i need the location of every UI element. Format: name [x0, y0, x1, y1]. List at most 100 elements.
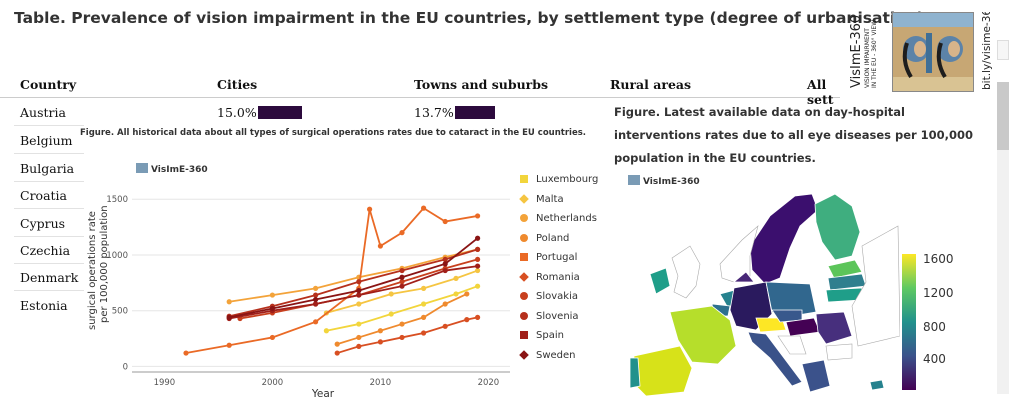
x-tick-label: 2020	[478, 378, 500, 388]
data-point-netherlands	[226, 299, 232, 305]
data-point-poland	[334, 341, 340, 347]
cataract-surgery-line-chart: surgical operations rate per 100,000 pop…	[87, 195, 510, 400]
column-header-cities[interactable]: Cities	[217, 77, 258, 92]
map-region-bulgaria	[825, 343, 853, 361]
data-point-portugal	[475, 213, 481, 219]
map-region-portugal	[630, 357, 641, 389]
data-point-slovenia	[442, 256, 448, 263]
data-point-malta	[453, 275, 459, 281]
data-point-spain	[399, 283, 405, 289]
table-row-country: Bulgaria	[20, 161, 75, 176]
data-point-netherlands	[269, 292, 275, 298]
series-line-luxembourg	[326, 285, 478, 332]
x-axis-label: Year	[311, 388, 335, 400]
map-region-croatia	[777, 335, 807, 355]
series-line-malta	[326, 269, 478, 314]
data-point-romania	[421, 330, 427, 336]
cities-value: 15.0%	[217, 105, 257, 120]
data-point-spain	[313, 301, 319, 307]
legend-label: Slovakia	[536, 291, 578, 302]
legend-swatch	[520, 253, 528, 261]
legend-label: Slovenia	[536, 310, 579, 322]
data-point-spain	[356, 292, 362, 298]
map-region-finland	[814, 193, 861, 261]
right-figure-caption: Figure. Latest available data on day-hos…	[614, 105, 974, 165]
legend-swatch	[520, 233, 528, 242]
column-header-towns-and-suburbs[interactable]: Towns and suburbs	[414, 77, 549, 92]
data-point-slovenia	[399, 267, 405, 274]
y-tick-label: 0	[123, 362, 128, 372]
data-point-poland	[442, 301, 448, 307]
scrollbar-thumb[interactable]	[997, 82, 1009, 150]
data-point-portugal	[399, 230, 405, 236]
visime-logo-fresco-image	[892, 12, 974, 92]
data-point-slovenia	[313, 292, 319, 298]
legend-item-romania[interactable]: Romania	[519, 271, 580, 283]
data-point-malta	[421, 285, 427, 291]
colorbar-tick: 800	[923, 320, 946, 334]
legend-label: Malta	[536, 193, 564, 205]
visime-url-link[interactable]: bit.ly/visime-360	[975, 12, 997, 92]
table-row-country: Croatia	[20, 188, 67, 203]
legend-item-netherlands[interactable]: Netherlands	[520, 213, 597, 224]
map-colorbar	[902, 254, 916, 390]
y-tick-label: 1000	[106, 251, 128, 261]
legend-item-malta[interactable]: Malta	[519, 193, 564, 205]
legend-label: Spain	[536, 330, 564, 341]
legend-swatch	[519, 271, 529, 282]
map-region-cyprus	[869, 379, 885, 391]
column-header-rural-areas[interactable]: Rural areas	[610, 77, 692, 92]
legend-item-slovakia[interactable]: Slovakia	[520, 291, 578, 302]
data-point-slovakia	[475, 256, 481, 263]
map-region-france	[669, 305, 737, 365]
cities-bar	[258, 106, 302, 119]
column-header-all-settlements[interactable]: All sett	[807, 77, 834, 107]
x-tick-label: 2000	[262, 378, 284, 388]
map-region-sweden	[749, 193, 819, 285]
data-point-luxembourg	[388, 311, 394, 317]
legend-item-portugal[interactable]: Portugal	[520, 252, 577, 263]
data-point-malta	[475, 267, 481, 274]
data-point-romania	[475, 314, 481, 320]
table-header-row: Country Cities Towns and suburbs Rural a…	[0, 73, 840, 107]
map-region-italy	[747, 331, 803, 387]
data-point-poland	[377, 328, 383, 334]
map-region-greece	[801, 359, 831, 393]
legend-swatch	[520, 214, 528, 222]
y-axis-label: surgical operations rate per 100,000 pop…	[87, 205, 110, 330]
data-point-portugal	[313, 319, 319, 325]
data-point-portugal	[421, 205, 427, 211]
y-tick-label: 1500	[106, 195, 128, 205]
data-point-spain	[442, 267, 448, 274]
data-point-luxembourg	[453, 291, 459, 297]
data-point-luxembourg	[356, 321, 362, 327]
data-point-poland	[464, 291, 470, 297]
svg-text:VISION IMPAIRMENT: VISION IMPAIRMENT	[864, 28, 871, 88]
x-tick-label: 2010	[370, 378, 392, 388]
data-point-romania	[464, 317, 470, 323]
data-point-portugal	[269, 334, 275, 341]
legend-item-poland[interactable]: Poland	[520, 233, 569, 244]
scroll-up-button[interactable]	[997, 40, 1009, 60]
towns-value: 13.7%	[414, 105, 454, 120]
table-row-country: Austria	[20, 105, 66, 120]
eu-choropleth-map	[630, 193, 900, 397]
page-scrollbar[interactable]	[997, 82, 1009, 394]
legend-label: Portugal	[536, 252, 578, 263]
svg-text:VisImE-360: VisImE-360	[849, 15, 864, 88]
data-point-portugal	[226, 342, 232, 348]
legend-item-slovenia[interactable]: Slovenia	[520, 311, 579, 322]
data-point-romania	[377, 339, 383, 345]
data-point-poland	[356, 334, 362, 341]
legend-item-sweden[interactable]: Sweden	[519, 349, 576, 361]
data-point-netherlands	[313, 285, 319, 291]
y-tick-label: 500	[112, 307, 128, 317]
legend-item-luxembourg[interactable]: Luxembourg	[520, 174, 598, 185]
data-point-luxembourg	[421, 301, 427, 307]
column-header-country[interactable]: Country	[20, 77, 77, 92]
data-point-sweden	[313, 296, 319, 303]
map-region-norway	[719, 225, 759, 283]
map-region-uk	[671, 245, 701, 299]
legend-label: Sweden	[536, 349, 576, 361]
legend-item-spain[interactable]: Spain	[520, 330, 564, 341]
